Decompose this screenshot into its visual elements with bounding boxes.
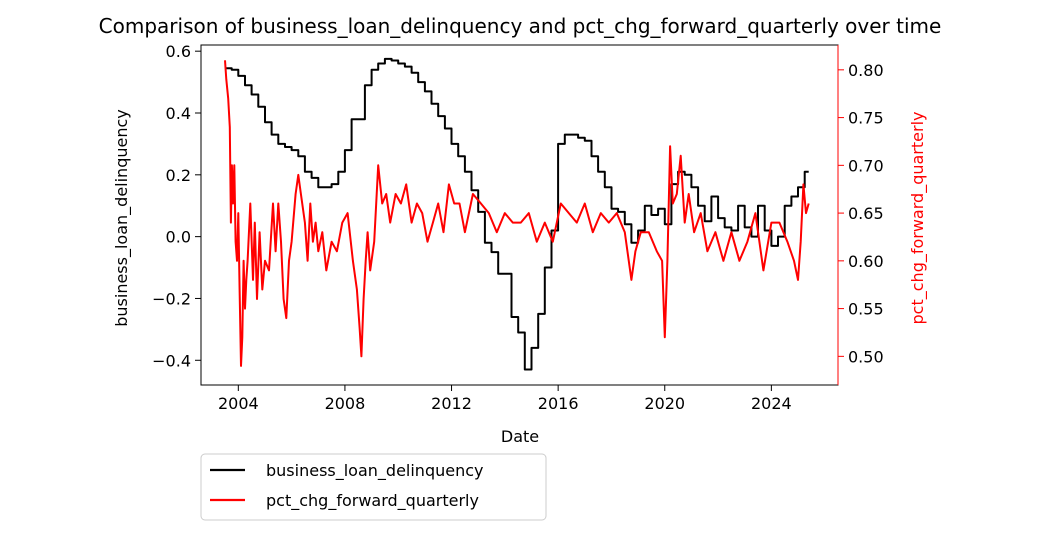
plot-area <box>224 57 810 371</box>
right-tick-label: 0.55 <box>848 300 884 319</box>
x-tick-label: 2004 <box>218 394 259 413</box>
legend-box <box>200 453 547 521</box>
x-axis-ticks: 2004 2008 2012 2016 2020 2024 <box>218 385 792 413</box>
plot-frame <box>200 44 839 386</box>
x-tick-label: 2008 <box>325 394 366 413</box>
legend-label-business-loan-delinquency: business_loan_delinquency <box>266 461 484 481</box>
right-tick-label: 0.65 <box>848 204 884 223</box>
right-axis-label: pct_chg_forward_quarterly <box>908 112 928 325</box>
chart-title: Comparison of business_loan_delinquency … <box>99 14 942 38</box>
left-tick-label: 0.6 <box>166 42 191 61</box>
x-tick-label: 2020 <box>644 394 685 413</box>
left-tick-label: −0.4 <box>152 351 191 370</box>
series-line-pct-chg-forward-quarterly <box>224 60 810 367</box>
legend-label-pct-chg-forward-quarterly: pct_chg_forward_quarterly <box>266 491 479 511</box>
right-tick-label: 0.60 <box>848 252 884 271</box>
x-tick-label: 2012 <box>431 394 472 413</box>
x-axis-label: Date <box>501 427 539 446</box>
left-tick-label: −0.2 <box>152 289 191 308</box>
right-tick-label: 0.75 <box>848 109 884 128</box>
left-tick-label: 0.0 <box>166 228 191 247</box>
series-line-business-loan-delinquency <box>225 57 809 371</box>
left-tick-label: 0.4 <box>166 104 191 123</box>
x-tick-label: 2016 <box>538 394 579 413</box>
right-tick-label: 0.80 <box>848 61 884 80</box>
left-axis-ticks: −0.4 −0.2 0.0 0.2 0.4 0.6 <box>152 42 201 370</box>
left-tick-label: 0.2 <box>166 166 191 185</box>
x-tick-label: 2024 <box>751 394 792 413</box>
right-tick-label: 0.70 <box>848 156 884 175</box>
right-axis-ticks: 0.50 0.55 0.60 0.65 0.70 0.75 0.80 <box>837 45 884 385</box>
legend: business_loan_delinquency pct_chg_forwar… <box>200 453 547 521</box>
right-tick-label: 0.50 <box>848 347 884 366</box>
left-axis-label: business_loan_delinquency <box>112 109 132 327</box>
